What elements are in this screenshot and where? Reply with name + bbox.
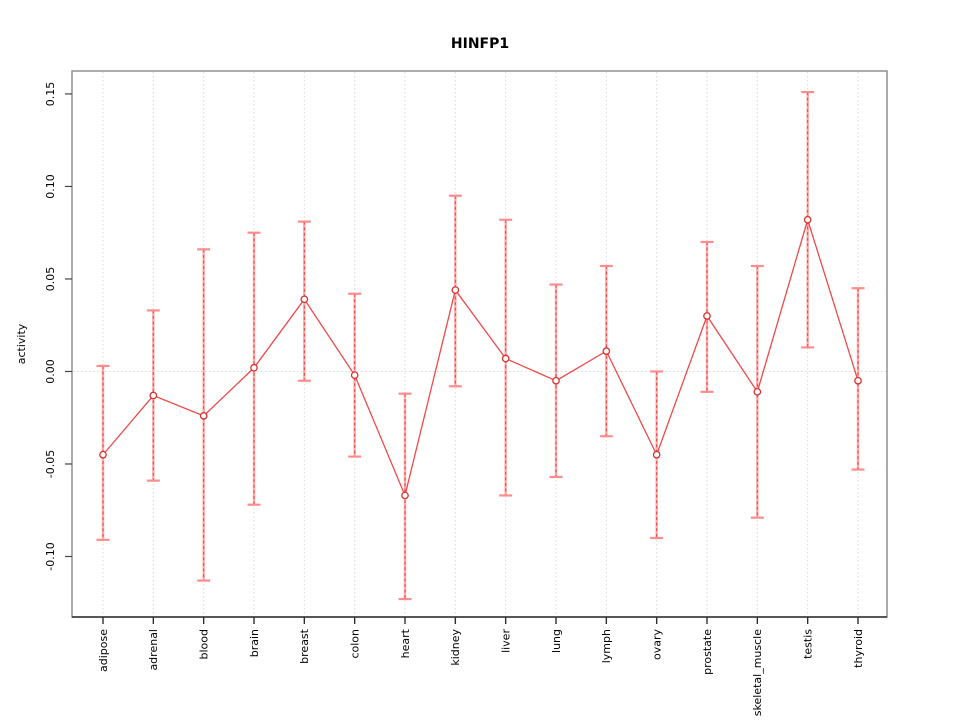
x-tick-label: heart (399, 628, 412, 658)
y-tick-label: -0.05 (44, 450, 57, 478)
x-tick-label: lung (550, 629, 563, 653)
data-point-marker (401, 491, 409, 500)
data-point-marker (149, 391, 158, 400)
x-tick-label: colon (348, 629, 361, 659)
x-tick-label: prostate (701, 629, 714, 675)
data-point-marker (753, 387, 762, 396)
y-tick-label: 0.10 (44, 174, 57, 199)
y-tick-label: 0.15 (44, 82, 57, 107)
x-tick-label: blood (197, 629, 210, 659)
x-tick-label: ovary (650, 629, 663, 661)
axis-layer: -0.10 -0.05 0.00 0.05 0.10 0.15 adipose adrenal… (44, 82, 887, 716)
data-point-marker (501, 354, 510, 363)
data-point-marker (300, 295, 309, 304)
y-tick-label: 0.00 (44, 359, 57, 384)
data-point-marker (602, 347, 611, 355)
chart-title: HINFP1 (451, 36, 509, 52)
data-point-marker (652, 450, 661, 459)
y-tick-label: -0.10 (44, 542, 57, 570)
data-point-marker (451, 286, 460, 294)
data-point-marker (552, 376, 560, 385)
x-tick-label: lymph (600, 629, 613, 663)
data-point-marker (703, 312, 711, 320)
x-tick-label: skeletal_muscle (751, 629, 764, 716)
x-tick-label: breast (298, 628, 311, 664)
series-line (102, 217, 859, 498)
x-tick-label: liver (499, 629, 512, 653)
x-tick-label: testis (801, 629, 814, 659)
plot-border-box (71, 70, 888, 618)
data-point-marker (350, 371, 359, 380)
data-point-marker (99, 450, 107, 459)
series-layer (96, 90, 865, 601)
x-tick-label: kidney (449, 629, 462, 666)
y-tick-label: 0.05 (44, 267, 57, 292)
data-point-marker (854, 376, 862, 385)
data-point-marker (199, 412, 208, 420)
data-point-marker (250, 363, 258, 372)
x-tick-label: brain (248, 629, 261, 657)
x-tick-label: adipose (97, 629, 110, 672)
x-tick-label: adrenal (147, 629, 160, 671)
x-tick-label: thyroid (852, 629, 865, 668)
data-point-marker (803, 215, 812, 224)
y-axis-title: activity (15, 323, 28, 364)
